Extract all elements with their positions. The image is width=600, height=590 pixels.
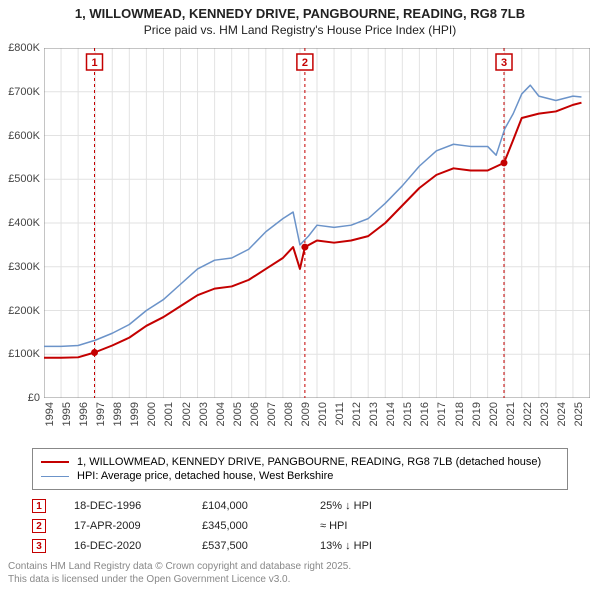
transaction-delta: 13% ↓ HPI [320,540,420,552]
y-tick-label: £400K [8,217,40,229]
transaction-row: 2 17-APR-2009 £345,000 ≈ HPI [32,516,420,536]
footer-line2: This data is licensed under the Open Gov… [8,573,351,586]
x-tick-label: 1994 [44,402,56,426]
transaction-row: 1 18-DEC-1996 £104,000 25% ↓ HPI [32,496,420,516]
legend-swatch-property [41,461,69,463]
x-tick-label: 2020 [488,402,500,426]
x-tick-label: 2013 [368,402,380,426]
svg-text:3: 3 [501,57,507,69]
x-tick-label: 1998 [112,402,124,426]
x-tick-label: 2011 [334,402,346,426]
y-tick-label: £100K [8,348,40,360]
transaction-marker: 3 [32,539,46,553]
x-tick-label: 1996 [78,402,90,426]
chart-svg: 1 2 3 [44,48,590,398]
transaction-date: 16-DEC-2020 [74,540,174,552]
x-tick-label: 2023 [539,402,551,426]
x-tick-label: 2025 [573,402,585,426]
y-tick-label: £300K [8,261,40,273]
x-tick-label: 2010 [317,402,329,426]
x-tick-label: 2000 [146,402,158,426]
x-tick-label: 2022 [522,402,534,426]
x-tick-label: 1995 [61,402,73,426]
x-tick-label: 2014 [385,402,397,426]
x-tick-label: 2008 [283,402,295,426]
y-tick-label: £700K [8,86,40,98]
x-axis-labels: 1994 1995 1996 1997 1998 1999 2000 2001 2002 2003… [44,398,590,450]
legend-label-hpi: HPI: Average price, detached house, West… [77,470,333,482]
x-tick-label: 2006 [249,402,261,426]
x-tick-label: 2012 [351,402,363,426]
transaction-price: £537,500 [202,540,292,552]
x-tick-label: 2009 [300,402,312,426]
chart-plot-area: 1 2 3 [44,48,590,398]
x-tick-label: 2015 [402,402,414,426]
y-axis-labels: £0£100K£200K£300K£400K£500K£600K£700K£80… [0,48,44,398]
attribution-footer: Contains HM Land Registry data © Crown c… [8,560,351,586]
transaction-marker: 1 [32,499,46,513]
x-tick-label: 2017 [436,402,448,426]
x-tick-label: 2002 [181,402,193,426]
x-tick-label: 2005 [232,402,244,426]
x-tick-label: 2004 [215,402,227,426]
transaction-price: £345,000 [202,520,292,532]
transaction-delta: 25% ↓ HPI [320,500,420,512]
chart-title: 1, WILLOWMEAD, KENNEDY DRIVE, PANGBOURNE… [0,0,600,23]
chart-container: 1, WILLOWMEAD, KENNEDY DRIVE, PANGBOURNE… [0,0,600,590]
footer-line1: Contains HM Land Registry data © Crown c… [8,560,351,573]
legend-label-property: 1, WILLOWMEAD, KENNEDY DRIVE, PANGBOURNE… [77,456,541,468]
x-tick-label: 1997 [95,402,107,426]
transaction-marker: 2 [32,519,46,533]
x-tick-label: 2001 [163,402,175,426]
x-tick-label: 2019 [471,402,483,426]
y-tick-label: £600K [8,130,40,142]
y-tick-label: £200K [8,305,40,317]
x-tick-label: 2003 [198,402,210,426]
transaction-price: £104,000 [202,500,292,512]
x-tick-label: 2007 [266,402,278,426]
transaction-date: 18-DEC-1996 [74,500,174,512]
x-tick-label: 2018 [454,402,466,426]
transaction-delta: ≈ HPI [320,520,420,532]
legend-row-property: 1, WILLOWMEAD, KENNEDY DRIVE, PANGBOURNE… [41,455,559,469]
legend-row-hpi: HPI: Average price, detached house, West… [41,469,559,483]
transaction-date: 17-APR-2009 [74,520,174,532]
x-tick-label: 2024 [556,402,568,426]
y-tick-label: £500K [8,173,40,185]
transactions-table: 1 18-DEC-1996 £104,000 25% ↓ HPI 2 17-APR-200… [32,496,420,556]
svg-text:2: 2 [302,57,308,69]
legend-box: 1, WILLOWMEAD, KENNEDY DRIVE, PANGBOURNE… [32,448,568,490]
y-tick-label: £800K [8,42,40,54]
chart-subtitle: Price paid vs. HM Land Registry's House … [0,23,600,41]
legend-swatch-hpi [41,476,69,477]
x-tick-label: 2021 [505,402,517,426]
x-tick-label: 1999 [129,402,141,426]
y-tick-label: £0 [28,392,40,404]
x-tick-label: 2016 [419,402,431,426]
svg-text:1: 1 [91,57,97,69]
transaction-row: 3 16-DEC-2020 £537,500 13% ↓ HPI [32,536,420,556]
